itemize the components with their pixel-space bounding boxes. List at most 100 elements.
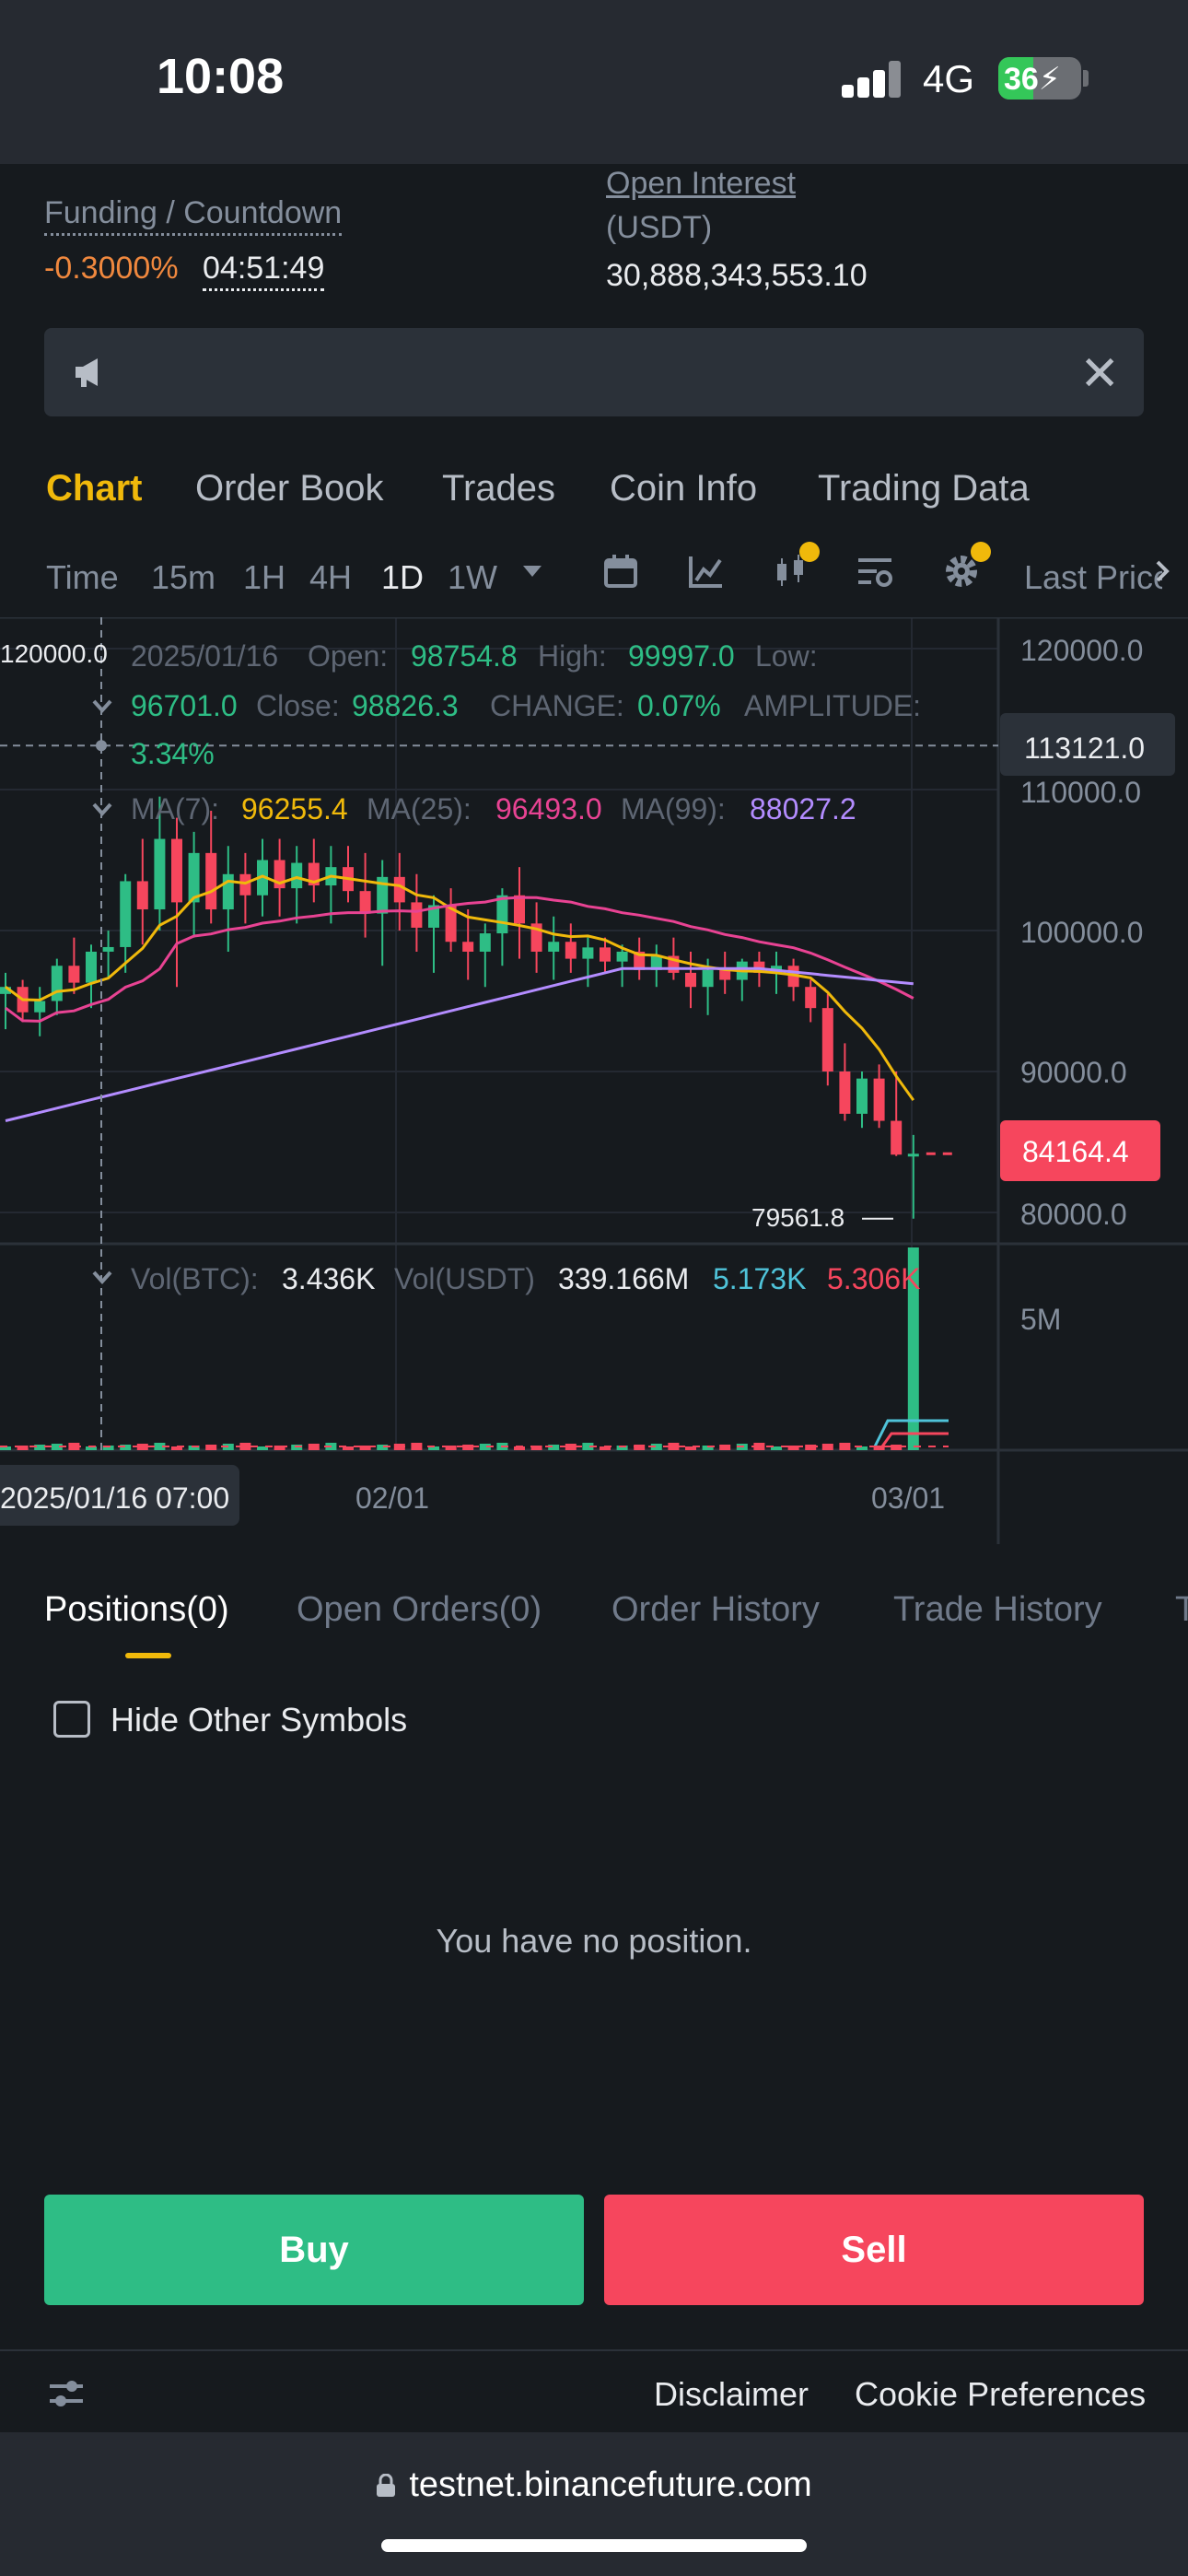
volume-bar (907, 1247, 919, 1450)
footer-divider (0, 2349, 1188, 2351)
y-tick-110000: 110000.0 (1020, 776, 1142, 809)
candle-body (479, 933, 491, 952)
interval-time[interactable]: Time (46, 558, 119, 596)
ohlc-low-label: Low: (755, 639, 818, 673)
crosshair-level: 113121.0 (1024, 732, 1146, 765)
volume-bar (702, 1446, 714, 1450)
funding-label[interactable]: Funding / Countdown (44, 195, 343, 236)
crosshair-time-badge: 2025/01/16 07:00 (0, 1465, 239, 1526)
empty-positions-text: You have no position. (436, 1922, 752, 1960)
volume-bar (239, 1443, 251, 1450)
interval-15m[interactable]: 15m (151, 558, 216, 596)
collapse-icon[interactable] (92, 698, 112, 713)
gear-icon[interactable] (943, 553, 980, 590)
candle-body (719, 969, 731, 980)
candle-body (462, 942, 474, 952)
announcement-bar[interactable]: ✕ (44, 328, 1144, 416)
volume-bar (530, 1446, 542, 1450)
close-icon[interactable]: ✕ (1079, 347, 1120, 401)
ohlc-low: 96701.0 (131, 689, 238, 722)
volume-bar (685, 1446, 696, 1450)
candle-body (68, 966, 80, 983)
tab-coin-info[interactable]: Coin Info (610, 468, 758, 509)
last-price-badge: 84164.4 (1000, 1120, 1160, 1181)
crosshair-time: 2025/01/16 07:00 (0, 1481, 230, 1515)
volume-bar (479, 1444, 491, 1450)
volume-bar (616, 1446, 628, 1450)
candle-body (188, 852, 200, 903)
ma99-line (5, 966, 914, 1122)
tab-trades[interactable]: Trades (442, 468, 556, 509)
tab-more[interactable]: T (1175, 1590, 1188, 1629)
chevron-right-icon[interactable] (1155, 560, 1170, 582)
candle-body (821, 1008, 833, 1071)
ma25-label: MA(25): (367, 792, 472, 825)
tab-order-book[interactable]: Order Book (195, 468, 384, 509)
candle-body (702, 969, 714, 988)
tab-open-orders[interactable]: Open Orders(0) (297, 1590, 542, 1629)
volume-bar (582, 1443, 594, 1450)
candle-body (873, 1078, 885, 1121)
sell-button[interactable]: Sell (604, 2195, 1144, 2305)
notification-dot (799, 542, 820, 562)
hide-symbols-checkbox[interactable] (53, 1701, 90, 1738)
candle-body (650, 955, 662, 970)
y-tick-100000: 100000.0 (1020, 916, 1144, 949)
status-time: 10:08 (157, 49, 285, 104)
calendar-icon[interactable] (602, 553, 639, 590)
candle-body (239, 873, 251, 896)
tab-chart[interactable]: Chart (46, 468, 143, 509)
network-label: 4G (923, 57, 975, 100)
signal-icon (842, 61, 903, 98)
candle-body (393, 876, 405, 903)
candle-type-icon[interactable] (772, 553, 809, 590)
indicator-icon[interactable] (687, 553, 724, 590)
battery-tip (1083, 70, 1089, 87)
collapse-icon[interactable] (92, 1270, 112, 1284)
candle-body (496, 895, 508, 934)
interval-1w[interactable]: 1W (448, 558, 497, 596)
ma7-value: 96255.4 (241, 792, 348, 825)
candle-body (616, 951, 628, 962)
interval-1h[interactable]: 1H (243, 558, 286, 596)
volume-bar (650, 1444, 662, 1450)
tab-positions[interactable]: Positions(0) (44, 1590, 229, 1629)
tab-trading-data[interactable]: Trading Data (818, 468, 1030, 509)
cookie-preferences-link[interactable]: Cookie Preferences (855, 2375, 1147, 2413)
buy-button[interactable]: Buy (44, 2195, 584, 2305)
open-interest-label[interactable]: Open Interest (606, 166, 797, 201)
crosshair-price-label: 120000.0 (0, 639, 108, 668)
chart-canvas[interactable] (0, 617, 1188, 1544)
tab-trade-history[interactable]: Trade History (893, 1590, 1102, 1629)
candle-body (377, 876, 389, 914)
url-text[interactable]: testnet.binancefuture.com (409, 2465, 812, 2504)
collapse-icon[interactable] (92, 802, 112, 816)
megaphone-icon (76, 358, 98, 387)
chevron-down-icon[interactable] (521, 564, 543, 579)
sliders-icon[interactable] (48, 2375, 85, 2412)
volume-ma2-line (880, 1432, 949, 1447)
volume-bar (514, 1446, 525, 1450)
ohlc-open: 98754.8 (411, 639, 518, 673)
home-indicator[interactable] (381, 2539, 807, 2552)
hide-symbols-label[interactable]: Hide Other Symbols (111, 1701, 408, 1739)
ma99-value: 88027.2 (750, 792, 856, 825)
candle-body (154, 838, 166, 910)
tab-order-history[interactable]: Order History (611, 1590, 820, 1629)
candle-body (359, 891, 371, 914)
ohlc-amplitude: 3.34% (131, 737, 215, 770)
chart-settings-icon[interactable] (856, 553, 893, 590)
ohlc-change-label: CHANGE: (490, 689, 624, 722)
candle-body (291, 862, 303, 889)
interval-1d[interactable]: 1D (381, 558, 425, 596)
candle-body (428, 905, 439, 928)
volume-bar (873, 1446, 885, 1450)
last-price-toggle[interactable]: Last Price (1024, 558, 1162, 596)
interval-4h[interactable]: 4H (309, 558, 353, 596)
browser-url-bar[interactable]: testnet.binancefuture.com (0, 2432, 1188, 2576)
disclaimer-link[interactable]: Disclaimer (654, 2375, 809, 2413)
price-chart[interactable]: 120000.0 2025/01/16 Open: 98754.8 High: … (0, 617, 1188, 1544)
low-marker: 79561.8 (751, 1203, 845, 1232)
volume-bar (120, 1445, 132, 1450)
candle-body (685, 972, 696, 988)
